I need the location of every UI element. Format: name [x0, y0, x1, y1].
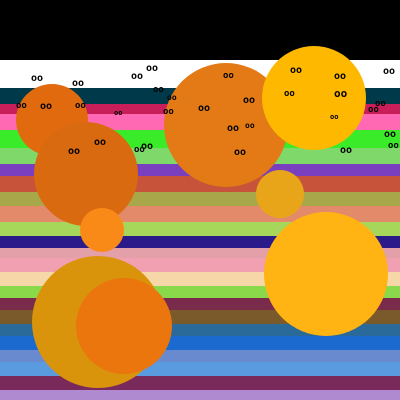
eyes-glyph: oo: [384, 129, 397, 140]
eyes-glyph: oo: [284, 89, 295, 99]
ball: [34, 122, 138, 226]
eyes-glyph: oo: [68, 146, 81, 157]
ball: [262, 46, 366, 150]
eyes-glyph: oo: [375, 99, 386, 109]
stripe: [0, 390, 400, 400]
eyes-glyph: oo: [290, 65, 303, 76]
eyes-glyph: oo: [131, 71, 144, 82]
eyes-glyph: oo: [234, 147, 247, 158]
eyes-glyph: oo: [227, 123, 240, 134]
eyes-glyph: oo: [163, 107, 174, 117]
ball: [256, 170, 304, 218]
eyes-glyph: oo: [245, 121, 255, 130]
eyes-glyph: oo: [72, 78, 85, 89]
eyes-glyph: oo: [388, 141, 399, 151]
eyes-glyph: oo: [330, 113, 339, 121]
eyes-glyph: oo: [340, 145, 353, 156]
eyes-glyph: oo: [141, 141, 154, 152]
ball: [76, 278, 172, 374]
eyes-glyph: oo: [94, 137, 107, 148]
stripe: [0, 376, 400, 390]
eyes-glyph: oo: [40, 101, 53, 112]
eyes-glyph: oo: [368, 105, 379, 115]
eyes-glyph: oo: [223, 71, 234, 81]
eyes-glyph: oo: [75, 101, 86, 111]
eyes-glyph: oo: [16, 101, 27, 111]
eyes-glyph: oo: [167, 93, 177, 102]
stripe: [0, 248, 400, 258]
eyes-glyph: oo: [334, 87, 348, 100]
eyes-glyph: oo: [198, 103, 211, 114]
ball: [80, 208, 124, 252]
eyes-glyph: oo: [114, 109, 123, 117]
ball: [264, 212, 388, 336]
eyes-glyph: oo: [134, 145, 145, 155]
eyes-glyph: oo: [334, 71, 347, 82]
eyes-glyph: oo: [31, 73, 44, 84]
eyes-glyph: oo: [146, 63, 159, 74]
eyes-glyph: oo: [153, 85, 164, 95]
eyes-glyph: oo: [243, 95, 256, 106]
eyes-glyph: oo: [383, 66, 396, 77]
